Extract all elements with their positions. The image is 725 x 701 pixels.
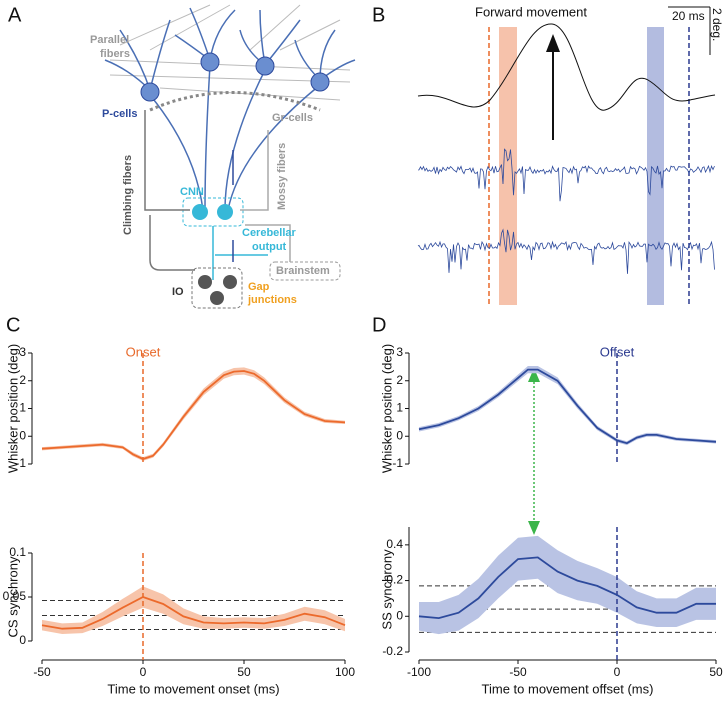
panel-label: D (372, 314, 386, 336)
x-tick-label: 50 (237, 665, 251, 679)
diagram-label: junctions (247, 294, 297, 306)
data-line (418, 368, 717, 445)
diagram-label: Cerebellar (242, 227, 297, 239)
y-axis-label: SS synchrony (379, 549, 394, 630)
trace-title: Forward movement (475, 4, 587, 19)
y-tick-label: 0.1 (9, 545, 26, 559)
x-tick-label: 0 (140, 665, 147, 679)
panel-label: C (6, 314, 20, 336)
diagram-label: CNN (180, 186, 204, 198)
diagram-label: Parallel (90, 34, 129, 46)
x-tick-label: 100 (335, 665, 355, 679)
y-axis-label: CS synchrony (5, 556, 20, 637)
y-tick-label: 1 (396, 401, 403, 415)
x-tick-label: 50 (709, 665, 723, 679)
y-tick-label: 1 (19, 401, 26, 415)
data-line (418, 556, 716, 620)
y-tick-label: 3 (396, 345, 403, 359)
error-band (419, 535, 716, 635)
error-band (42, 367, 345, 461)
diagram-label: Gap (248, 281, 270, 293)
y-tick-label: -1 (392, 456, 403, 470)
data-line (41, 596, 346, 630)
diagram-label: Mossy fibers (276, 143, 288, 210)
y-tick-label: 0.2 (386, 573, 403, 587)
diagram-label: Climbing fibers (122, 155, 134, 235)
y-tick-label: 2 (19, 373, 26, 387)
panel-label: A (8, 4, 22, 26)
x-tick-label: -100 (407, 665, 431, 679)
y-tick-label: -1 (15, 456, 26, 470)
y-tick-label: 3 (19, 345, 26, 359)
y-tick-label: 0.4 (386, 537, 403, 551)
x-axis-label: Time to movement onset (ms) (107, 681, 279, 696)
y-axis-label: Whisker position (deg) (379, 344, 394, 473)
diagram-label: P-cells (102, 108, 137, 120)
diagram-label: output (252, 241, 287, 253)
y-tick-label: 0 (396, 608, 403, 622)
scale-label: 2 deg. (710, 8, 724, 41)
y-tick-label: 2 (396, 373, 403, 387)
y-tick-label: 0 (19, 633, 26, 647)
diagram-label: Gr-cells (272, 112, 313, 124)
x-tick-label: -50 (509, 665, 527, 679)
diagram-label: Brainstem (276, 265, 330, 277)
y-tick-label: 0 (19, 428, 26, 442)
error-band (42, 586, 345, 634)
error-band (419, 366, 716, 446)
circuit-diagram (104, 4, 356, 309)
trace-panel (417, 6, 716, 305)
event-label: Onset (126, 344, 161, 359)
event-label: Offset (600, 344, 635, 359)
y-tick-label: 0.05 (3, 589, 27, 603)
y-axis-label: Whisker position (deg) (5, 344, 20, 473)
x-tick-label: 0 (614, 665, 621, 679)
y-tick-label: -0.2 (382, 644, 403, 658)
x-axis-label: Time to movement offset (ms) (482, 681, 654, 696)
x-tick-label: -50 (33, 665, 51, 679)
diagram-label: IO (172, 286, 184, 298)
data-line (41, 370, 346, 460)
annotation-arrow (528, 368, 540, 535)
scale-label: 20 ms (672, 9, 705, 23)
y-tick-label: 0 (396, 428, 403, 442)
diagram-label: fibers (100, 48, 130, 60)
panel-label: B (372, 4, 385, 26)
